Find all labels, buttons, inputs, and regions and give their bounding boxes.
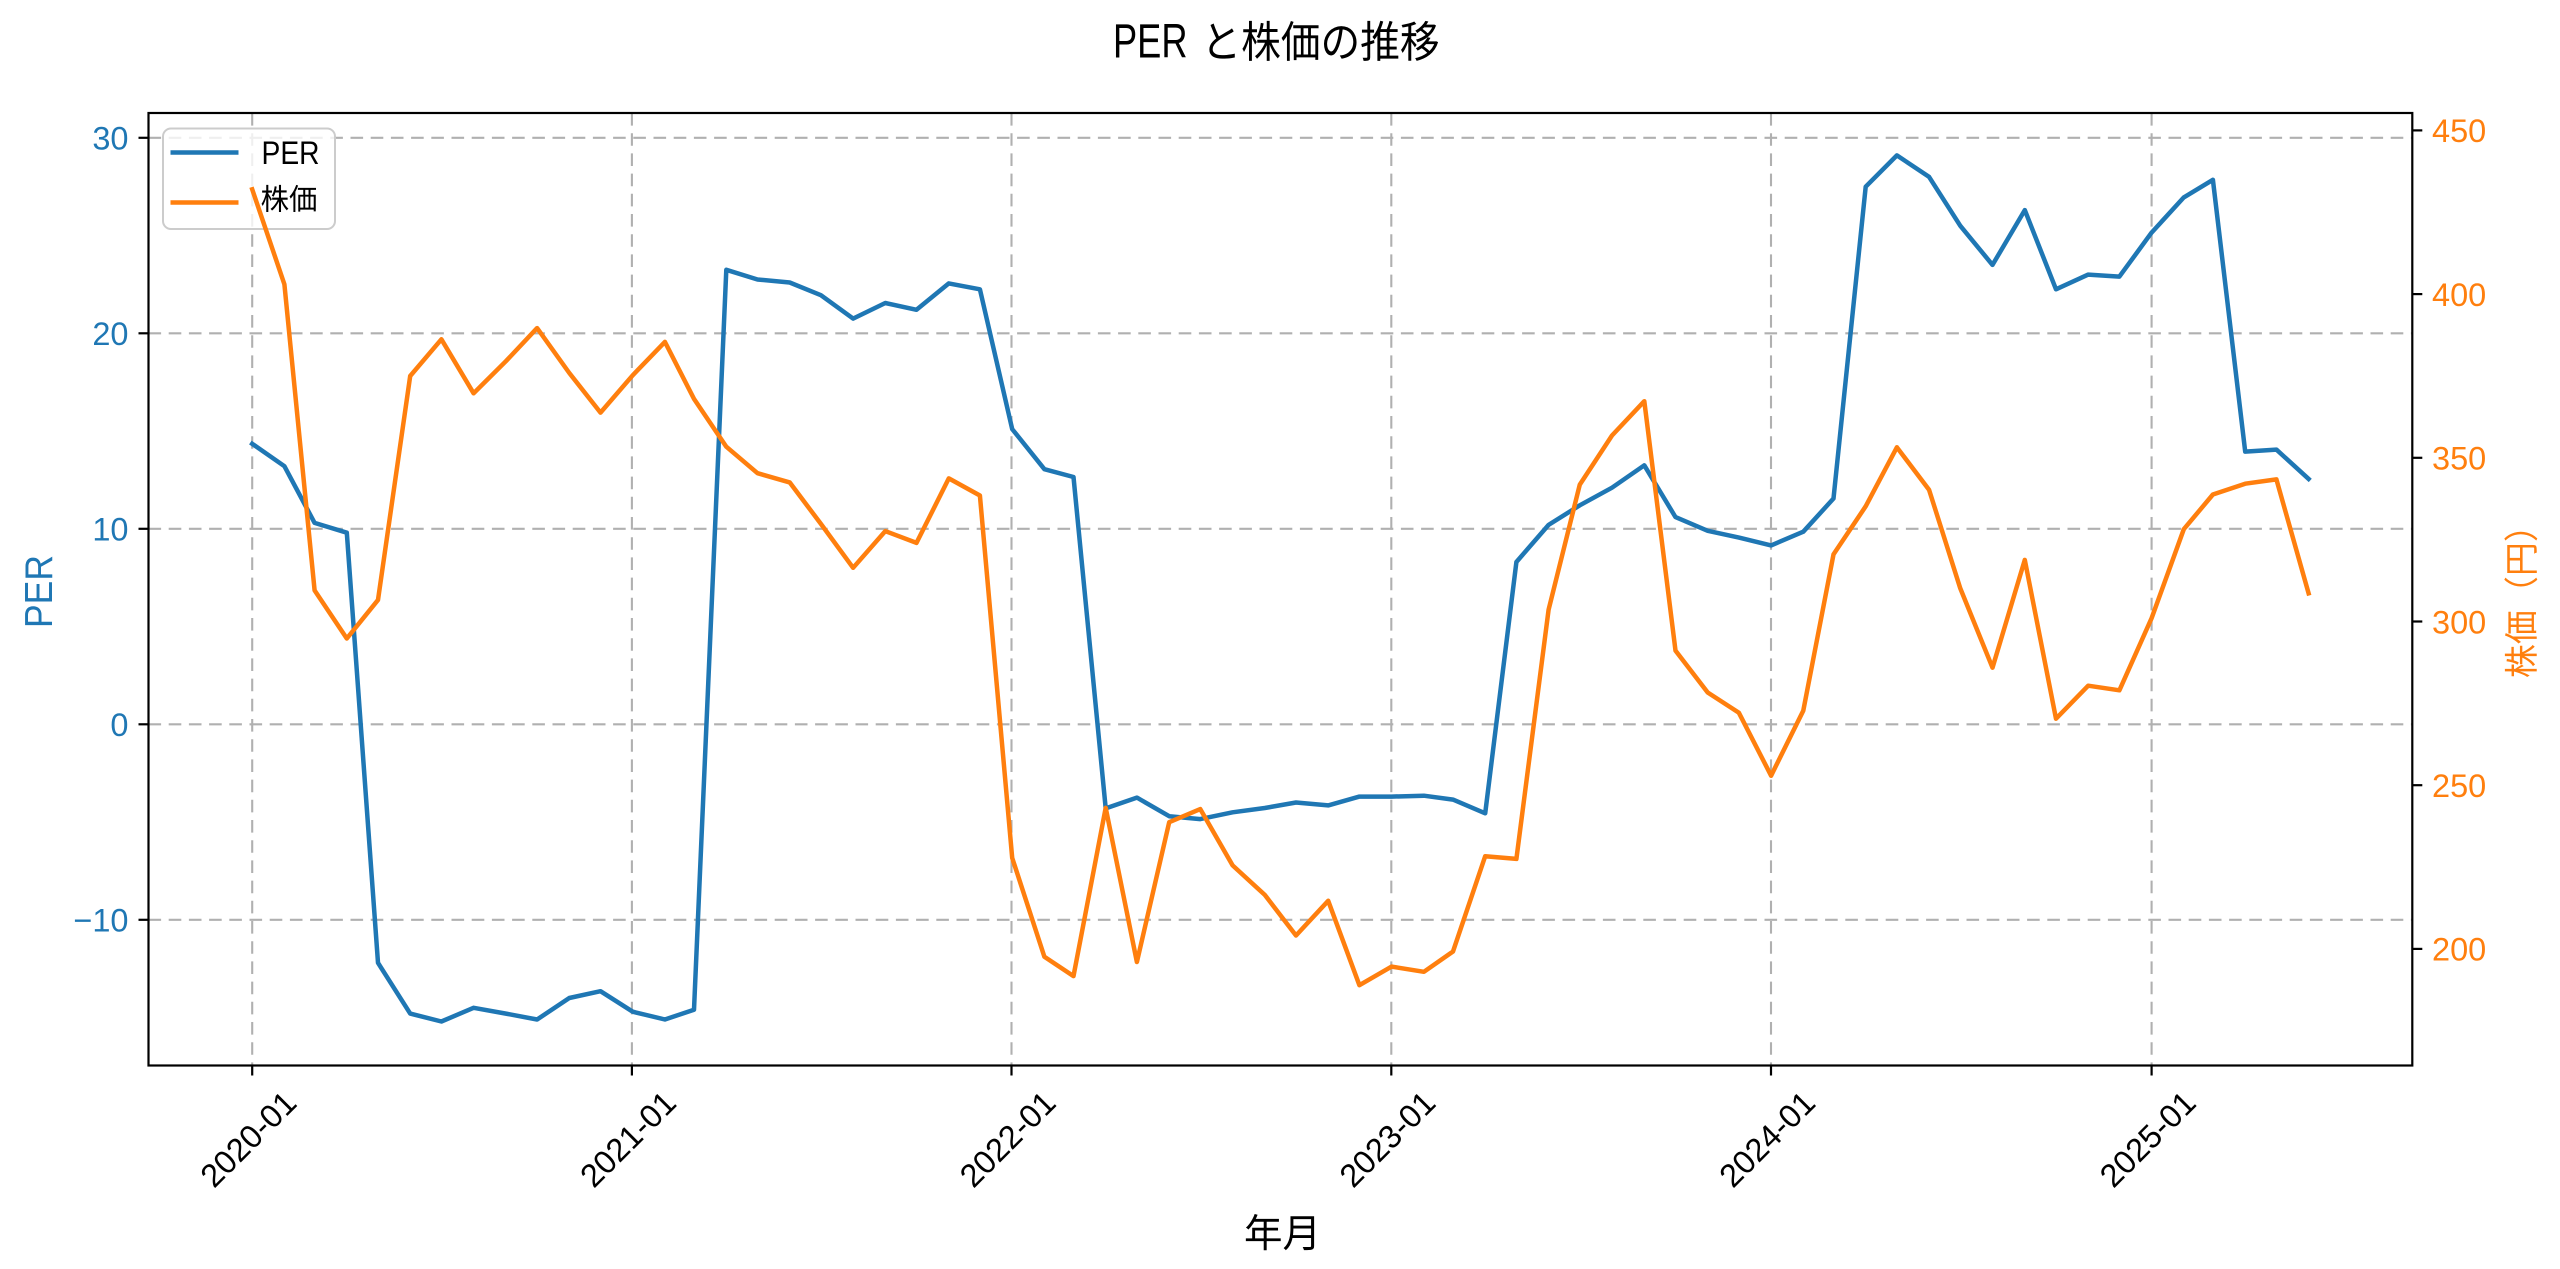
svg-text:PER: PER: [262, 135, 320, 171]
svg-text:−10: −10: [73, 903, 128, 939]
svg-text:PER: PER: [1113, 15, 1188, 68]
svg-text:450: 450: [2432, 113, 2486, 149]
svg-text:PER: PER: [18, 555, 61, 628]
svg-text:30: 30: [92, 121, 128, 157]
svg-text:20: 20: [92, 316, 128, 352]
svg-text:350: 350: [2432, 441, 2486, 477]
svg-text:0: 0: [110, 707, 128, 743]
svg-text:250: 250: [2432, 768, 2486, 804]
svg-text:10: 10: [92, 512, 128, 548]
svg-text:400: 400: [2432, 277, 2486, 313]
svg-text:200: 200: [2432, 932, 2486, 968]
svg-text:300: 300: [2432, 604, 2486, 640]
